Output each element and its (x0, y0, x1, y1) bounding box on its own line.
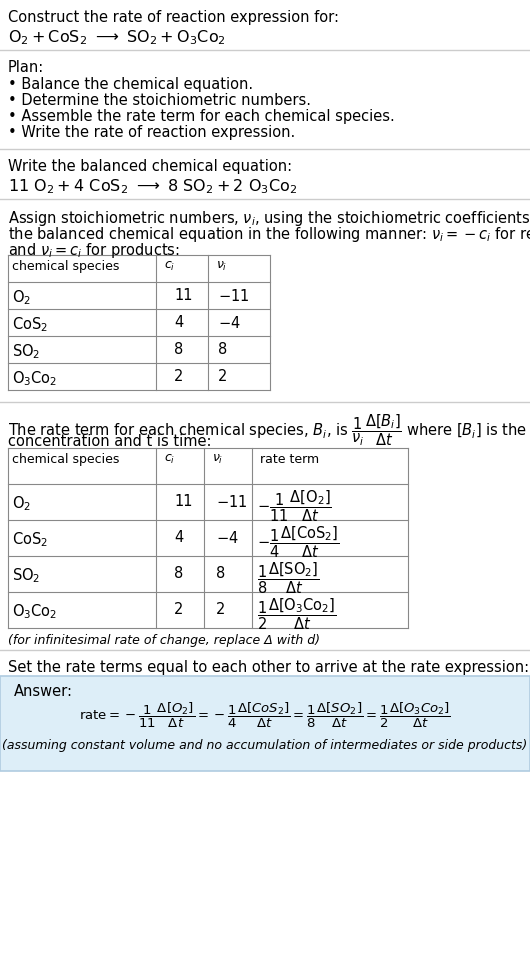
Text: concentration and t is time:: concentration and t is time: (8, 434, 211, 449)
Text: $\nu_i$: $\nu_i$ (212, 453, 223, 466)
Text: $-11$: $-11$ (218, 288, 250, 304)
Text: $\dfrac{1}{8}\dfrac{\Delta[\mathrm{SO_2}]}{\Delta t}$: $\dfrac{1}{8}\dfrac{\Delta[\mathrm{SO_2}… (257, 560, 320, 596)
Text: $\mathrm{CoS_2}$: $\mathrm{CoS_2}$ (12, 315, 48, 334)
Text: and $\nu_i = c_i$ for products:: and $\nu_i = c_i$ for products: (8, 241, 180, 260)
Text: 4: 4 (174, 530, 183, 545)
Text: $\mathrm{CoS_2}$: $\mathrm{CoS_2}$ (12, 530, 48, 549)
Text: $\mathrm{O_2 + CoS_2\ \longrightarrow\ SO_2 + O_3Co_2}$: $\mathrm{O_2 + CoS_2\ \longrightarrow\ S… (8, 28, 226, 47)
Text: • Determine the stoichiometric numbers.: • Determine the stoichiometric numbers. (8, 93, 311, 108)
Text: $\mathrm{O_3Co_2}$: $\mathrm{O_3Co_2}$ (12, 369, 57, 388)
Text: 2: 2 (174, 369, 183, 384)
Text: $\mathrm{SO_2}$: $\mathrm{SO_2}$ (12, 566, 40, 585)
Text: rate term: rate term (260, 453, 319, 466)
Text: 2: 2 (216, 602, 225, 617)
Text: $c_i$: $c_i$ (164, 453, 175, 466)
Text: chemical species: chemical species (12, 453, 119, 466)
Text: (assuming constant volume and no accumulation of intermediates or side products): (assuming constant volume and no accumul… (2, 739, 528, 752)
Text: $\mathrm{11\ O_2 + 4\ CoS_2\ \longrightarrow\ 8\ SO_2 + 2\ O_3Co_2}$: $\mathrm{11\ O_2 + 4\ CoS_2\ \longrighta… (8, 177, 298, 196)
Text: Set the rate terms equal to each other to arrive at the rate expression:: Set the rate terms equal to each other t… (8, 660, 529, 675)
Text: chemical species: chemical species (12, 260, 119, 273)
Text: $\mathrm{O_2}$: $\mathrm{O_2}$ (12, 288, 31, 307)
Text: $-4$: $-4$ (216, 530, 238, 546)
Text: $\mathrm{rate} = -\dfrac{1}{11}\dfrac{\Delta[O_2]}{\Delta t}= -\dfrac{1}{4}\dfra: $\mathrm{rate} = -\dfrac{1}{11}\dfrac{\D… (79, 701, 451, 730)
Text: Plan:: Plan: (8, 60, 44, 75)
Text: $-\dfrac{1}{4}\dfrac{\Delta[\mathrm{CoS_2}]}{\Delta t}$: $-\dfrac{1}{4}\dfrac{\Delta[\mathrm{CoS_… (257, 524, 339, 560)
Text: the balanced chemical equation in the following manner: $\nu_i = -c_i$ for react: the balanced chemical equation in the fo… (8, 225, 530, 244)
Text: Answer:: Answer: (14, 684, 73, 699)
Text: 8: 8 (174, 566, 183, 581)
Text: 8: 8 (218, 342, 227, 357)
Text: $\mathrm{O_2}$: $\mathrm{O_2}$ (12, 494, 31, 513)
Text: $\dfrac{1}{2}\dfrac{\Delta[\mathrm{O_3Co_2}]}{\Delta t}$: $\dfrac{1}{2}\dfrac{\Delta[\mathrm{O_3Co… (257, 596, 337, 631)
Text: The rate term for each chemical species, $B_i$, is $\dfrac{1}{\nu_i}\dfrac{\Delt: The rate term for each chemical species,… (8, 412, 530, 448)
Text: 11: 11 (174, 288, 192, 303)
Text: • Assemble the rate term for each chemical species.: • Assemble the rate term for each chemic… (8, 109, 395, 124)
Bar (0, 676, 530, 771)
Text: (for infinitesimal rate of change, replace Δ with d): (for infinitesimal rate of change, repla… (8, 634, 320, 647)
Text: 2: 2 (174, 602, 183, 617)
Text: • Write the rate of reaction expression.: • Write the rate of reaction expression. (8, 125, 295, 140)
Text: • Balance the chemical equation.: • Balance the chemical equation. (8, 77, 253, 92)
Text: Construct the rate of reaction expression for:: Construct the rate of reaction expressio… (8, 10, 339, 25)
Text: $-11$: $-11$ (216, 494, 248, 510)
Text: $-4$: $-4$ (218, 315, 241, 331)
Text: $\mathrm{O_3Co_2}$: $\mathrm{O_3Co_2}$ (12, 602, 57, 620)
Text: $c_i$: $c_i$ (164, 260, 175, 273)
Text: 2: 2 (218, 369, 227, 384)
Text: $\mathrm{SO_2}$: $\mathrm{SO_2}$ (12, 342, 40, 361)
Text: $-\dfrac{1}{11}\dfrac{\Delta[\mathrm{O_2}]}{\Delta t}$: $-\dfrac{1}{11}\dfrac{\Delta[\mathrm{O_2… (257, 488, 332, 523)
Text: Write the balanced chemical equation:: Write the balanced chemical equation: (8, 159, 292, 174)
Text: 8: 8 (216, 566, 225, 581)
Text: 4: 4 (174, 315, 183, 330)
Text: 11: 11 (174, 494, 192, 509)
Text: Assign stoichiometric numbers, $\nu_i$, using the stoichiometric coefficients, $: Assign stoichiometric numbers, $\nu_i$, … (8, 209, 530, 228)
Text: 8: 8 (174, 342, 183, 357)
Text: $\nu_i$: $\nu_i$ (216, 260, 227, 273)
